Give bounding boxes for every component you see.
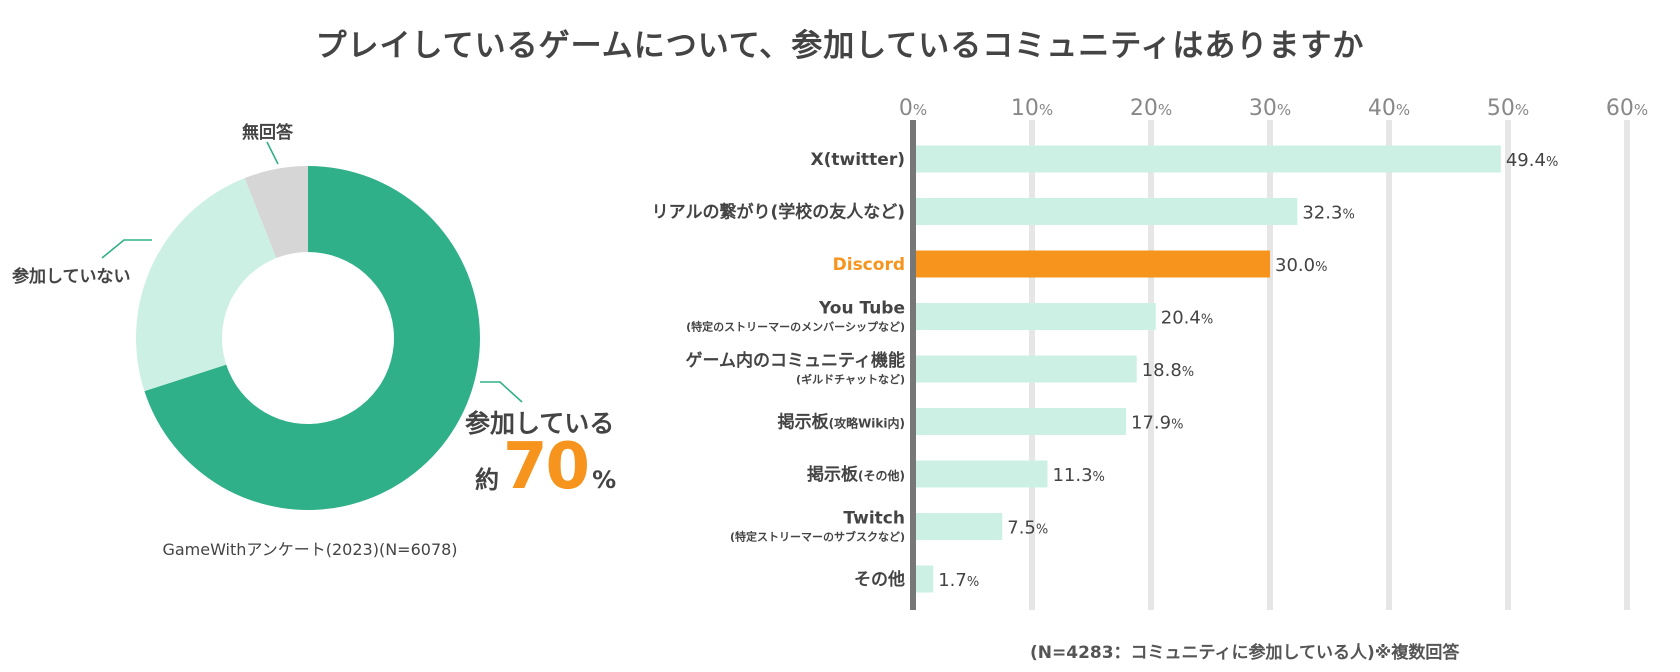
bar-value-label-0: 49.4% — [1506, 150, 1558, 171]
x-tick-label-6: 60% — [1606, 96, 1648, 121]
x-tick-label-1: 10% — [1011, 96, 1053, 121]
bar-7 — [913, 513, 1003, 540]
bar-0 — [913, 145, 1501, 173]
bar-value-label-3: 20.4% — [1161, 308, 1213, 329]
category-label-5: 掲示板(攻略Wiki内) — [778, 412, 905, 433]
donut-chart — [135, 166, 481, 510]
x-tick-label-4: 40% — [1368, 96, 1410, 121]
category-label-2: Discord — [833, 255, 905, 275]
category-sublabel-7: (特定ストリーマーのサブスクなど) — [730, 530, 905, 544]
bar-4 — [913, 355, 1137, 383]
callout-percent: 約70% — [475, 430, 616, 504]
x-tick-label-0: 0% — [899, 96, 927, 121]
bar-value-label-4: 18.8% — [1142, 360, 1194, 381]
bar-value-label-2: 30.0% — [1275, 255, 1327, 276]
bar-value-label-5: 17.9% — [1131, 413, 1183, 434]
category-sublabel-3: (特定のストリーマーのメンバーシップなど) — [686, 320, 905, 334]
category-label-0: X(twitter) — [811, 150, 905, 170]
bar-chart-note: (N=4283：コミュニティに参加している人)※複数回答 — [1030, 643, 1460, 663]
bar-value-label-8: 1.7% — [938, 570, 979, 591]
category-label-3: You Tube — [818, 299, 905, 319]
bar-2 — [913, 250, 1270, 278]
x-tick-label-2: 20% — [1130, 96, 1172, 121]
category-sublabel-4: (ギルドチャットなど) — [796, 372, 905, 386]
category-label-7: Twitch — [843, 509, 905, 529]
donut-slice-1 — [135, 178, 277, 392]
callout-approx: 約 — [475, 466, 499, 494]
leader-not-participating — [101, 239, 152, 259]
category-label-4: ゲーム内のコミュニティ機能 — [686, 350, 905, 371]
bar-8 — [913, 565, 934, 593]
x-tick-label-5: 50% — [1487, 96, 1529, 121]
callout-big-value: 70 — [503, 430, 590, 504]
bar-6 — [913, 460, 1048, 488]
donut-source: GameWithアンケート(2023)(N=6078) — [162, 540, 458, 559]
bar-value-label-6: 11.3% — [1052, 465, 1104, 486]
donut-slice-0 — [144, 166, 481, 510]
chart-title: プレイしているゲームについて、参加しているコミュニティはありますか — [315, 28, 1365, 64]
category-label-1: リアルの繋がり(学校の友人など) — [652, 202, 905, 223]
callout-percent-sign: % — [592, 466, 617, 494]
donut-slice-2 — [244, 166, 308, 259]
leader-participating — [480, 381, 523, 403]
bar-1 — [913, 198, 1298, 225]
bar-3 — [913, 303, 1156, 330]
x-tick-label-3: 30% — [1249, 96, 1291, 121]
category-label-8: その他 — [854, 569, 905, 590]
bar-value-label-1: 32.3% — [1302, 203, 1354, 224]
label-no-answer: 無回答 — [242, 123, 293, 143]
label-participating: 参加している — [465, 409, 615, 438]
label-not-participating: 参加していない — [12, 267, 131, 287]
leader-no-answer — [266, 141, 279, 165]
bar-5 — [913, 408, 1127, 435]
category-label-6: 掲示板(その他) — [807, 464, 905, 485]
bar-value-label-7: 7.5% — [1007, 518, 1048, 539]
